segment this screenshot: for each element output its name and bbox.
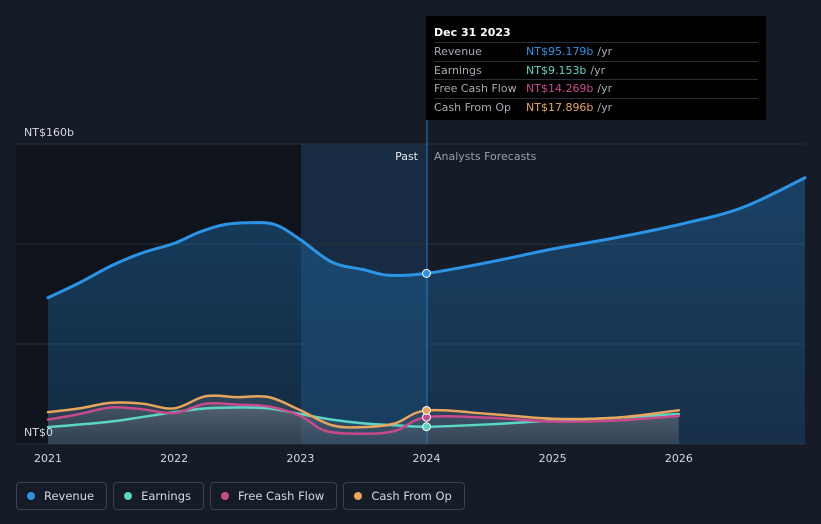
cash-from-op-marker: [422, 405, 431, 415]
legend-item-earnings[interactable]: Earnings: [113, 482, 204, 510]
y-bottom-label: NT$0: [24, 426, 53, 439]
tooltip-unit: /yr: [597, 82, 613, 96]
tooltip-date: Dec 31 2023: [434, 26, 511, 39]
tooltip-value: NT$95.179b: [526, 45, 594, 59]
cash-from-op-line: [46, 394, 681, 429]
revenue-dot-icon: [27, 492, 35, 500]
free-cash-flow-line: [46, 401, 681, 435]
x-tick-label: 2026: [665, 452, 693, 465]
tooltip-value: NT$17.896b: [526, 100, 594, 114]
earnings-marker: [422, 422, 431, 432]
revenue-marker: [422, 268, 431, 278]
x-tick-label: 2025: [539, 452, 567, 465]
legend-label: Free Cash Flow: [238, 489, 325, 503]
legend-item-cash-from-op[interactable]: Cash From Op: [343, 482, 465, 510]
tooltip-label: Free Cash Flow: [434, 82, 517, 96]
revenue-line: [46, 176, 807, 300]
legend-label: Cash From Op: [371, 489, 452, 503]
tooltip-row-earnings: Earnings NT$9.153b /yr: [434, 60, 758, 80]
legend-item-free-cash-flow[interactable]: Free Cash Flow: [210, 482, 338, 510]
tooltip-row-cash-from-op: Cash From Op NT$17.896b /yr: [434, 97, 758, 117]
cash-from-op-dot-icon: [354, 492, 363, 500]
tooltip-label: Cash From Op: [434, 100, 512, 114]
tooltip: Dec 31 2023 Revenue NT$95.179b /yr Earni…: [426, 16, 766, 120]
tooltip-row-free-cash-flow: Free Cash Flow NT$14.269b /yr: [434, 79, 758, 98]
past-label: Past: [395, 150, 419, 163]
tooltip-value: NT$14.269b: [526, 82, 594, 96]
tooltip-unit: /yr: [597, 100, 613, 114]
x-tick-label: 2024: [413, 452, 441, 465]
free-cash-flow-dot-icon: [221, 492, 229, 500]
x-tick-label: 2021: [34, 452, 62, 465]
tooltip-row-revenue: Revenue NT$95.179b /yr: [434, 42, 758, 61]
tooltip-label: Revenue: [434, 45, 482, 59]
tooltip-unit: /yr: [590, 63, 606, 77]
y-top-label: NT$160b: [24, 126, 74, 139]
legend-label: Earnings: [141, 489, 191, 503]
tooltip-unit: /yr: [597, 45, 613, 59]
earnings-dot-icon: [124, 492, 133, 500]
tooltip-value: NT$9.153b: [526, 63, 587, 77]
x-tick-label: 2022: [160, 452, 188, 465]
tooltip-label: Earnings: [434, 63, 482, 77]
legend-item-revenue[interactable]: Revenue: [16, 482, 108, 510]
x-tick-label: 2023: [286, 452, 314, 465]
legend: Revenue Earnings Free Cash Flow Cash Fro…: [16, 482, 465, 510]
legend-label: Revenue: [44, 489, 95, 503]
forecast-label: Analysts Forecasts: [434, 150, 537, 163]
